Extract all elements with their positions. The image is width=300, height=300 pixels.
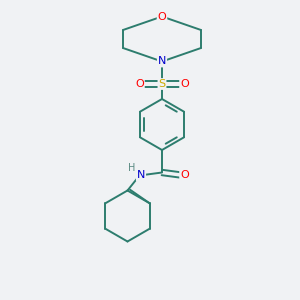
Text: O: O [180, 170, 189, 181]
Text: H: H [128, 163, 136, 173]
Text: N: N [137, 170, 145, 181]
Text: O: O [158, 11, 166, 22]
Text: O: O [135, 79, 144, 89]
Text: N: N [158, 56, 166, 67]
Text: O: O [180, 79, 189, 89]
Text: S: S [158, 79, 166, 89]
